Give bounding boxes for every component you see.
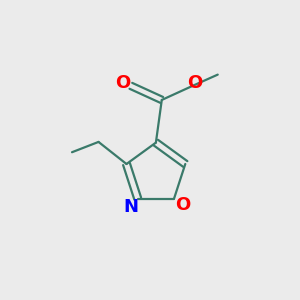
Text: O: O <box>115 74 130 92</box>
Text: O: O <box>187 74 202 92</box>
Text: O: O <box>175 196 190 214</box>
Text: N: N <box>124 198 139 216</box>
